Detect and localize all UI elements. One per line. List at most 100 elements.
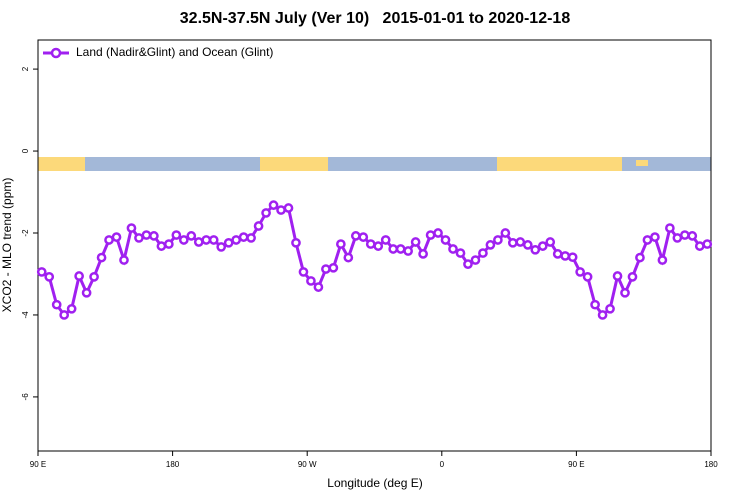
- point: [493, 235, 503, 245]
- point: [156, 241, 167, 251]
- point: [650, 232, 660, 242]
- point: [231, 235, 242, 245]
- x-axis-label: Longitude (deg E): [327, 476, 422, 490]
- x-tick-label: 0: [440, 460, 445, 469]
- x-tick-label: 90 E: [568, 460, 584, 469]
- point: [358, 232, 369, 242]
- point: [216, 242, 227, 252]
- point: [500, 228, 511, 238]
- point: [81, 287, 92, 298]
- chart-title: 32.5N-37.5N July (Ver 10) 2015-01-01 to …: [180, 10, 571, 27]
- point: [238, 232, 249, 242]
- point: [343, 252, 354, 263]
- point: [89, 271, 99, 282]
- land: [497, 157, 622, 171]
- point: [365, 239, 376, 249]
- point: [208, 235, 219, 245]
- point: [283, 203, 294, 213]
- point: [590, 299, 600, 310]
- point: [507, 237, 518, 248]
- point: [620, 287, 630, 298]
- y-tick-label: -6: [21, 393, 30, 401]
- point: [672, 233, 683, 243]
- point: [537, 241, 548, 251]
- point: [605, 303, 615, 314]
- point: [171, 230, 182, 240]
- point: [104, 235, 114, 245]
- point: [111, 232, 122, 242]
- point: [193, 237, 204, 247]
- point: [679, 230, 690, 240]
- point: [96, 252, 107, 263]
- point: [560, 251, 571, 261]
- point: [298, 267, 309, 277]
- point: [246, 233, 256, 243]
- y-tick-label: -4: [21, 311, 30, 319]
- point: [306, 276, 316, 286]
- land: [260, 157, 328, 171]
- point: [448, 244, 458, 254]
- point: [403, 246, 413, 256]
- point: [515, 237, 526, 247]
- point: [582, 271, 593, 282]
- point: [44, 271, 55, 282]
- point: [178, 235, 189, 245]
- point: [455, 248, 466, 258]
- point: [261, 208, 271, 218]
- point: [702, 239, 713, 249]
- point: [51, 299, 62, 310]
- point: [373, 241, 384, 251]
- point: [313, 282, 324, 292]
- point: [575, 267, 585, 277]
- point: [552, 249, 563, 259]
- point: [687, 231, 698, 241]
- point: [336, 239, 346, 249]
- point: [470, 255, 481, 265]
- land: [38, 157, 85, 171]
- point: [425, 230, 436, 240]
- point: [36, 267, 47, 277]
- point: [410, 237, 421, 247]
- land: [636, 160, 648, 166]
- point: [440, 235, 451, 245]
- point: [388, 244, 399, 254]
- point: [321, 264, 331, 274]
- point: [433, 228, 443, 238]
- point: [522, 240, 533, 250]
- point: [545, 237, 556, 247]
- point: [291, 237, 301, 248]
- point: [186, 231, 197, 241]
- point: [164, 239, 174, 249]
- point: [126, 223, 137, 233]
- point: [268, 200, 279, 210]
- y-axis-label: XCO2 - MLO trend (ppm): [0, 178, 14, 313]
- point: [350, 231, 361, 241]
- point: [612, 271, 623, 281]
- point: [635, 252, 645, 263]
- point: [463, 259, 473, 269]
- point: [223, 237, 234, 248]
- point: [567, 252, 578, 263]
- point: [119, 255, 129, 265]
- point: [478, 248, 488, 258]
- x-tick-label: 90 E: [30, 460, 46, 469]
- point: [418, 249, 428, 259]
- point: [59, 310, 70, 320]
- point: [149, 231, 159, 241]
- point: [276, 205, 286, 215]
- point: [657, 255, 668, 265]
- point: [665, 223, 675, 233]
- point: [485, 240, 496, 250]
- point: [395, 244, 406, 254]
- x-tick-label: 180: [166, 460, 180, 469]
- y-tick-label: -2: [21, 229, 30, 237]
- point: [627, 271, 638, 282]
- y-tick-label: 2: [21, 66, 30, 71]
- map-strip: [38, 157, 711, 171]
- point: [328, 262, 339, 273]
- point: [380, 235, 391, 245]
- y-tick-label: 0: [21, 148, 30, 153]
- legend-marker: [50, 47, 62, 59]
